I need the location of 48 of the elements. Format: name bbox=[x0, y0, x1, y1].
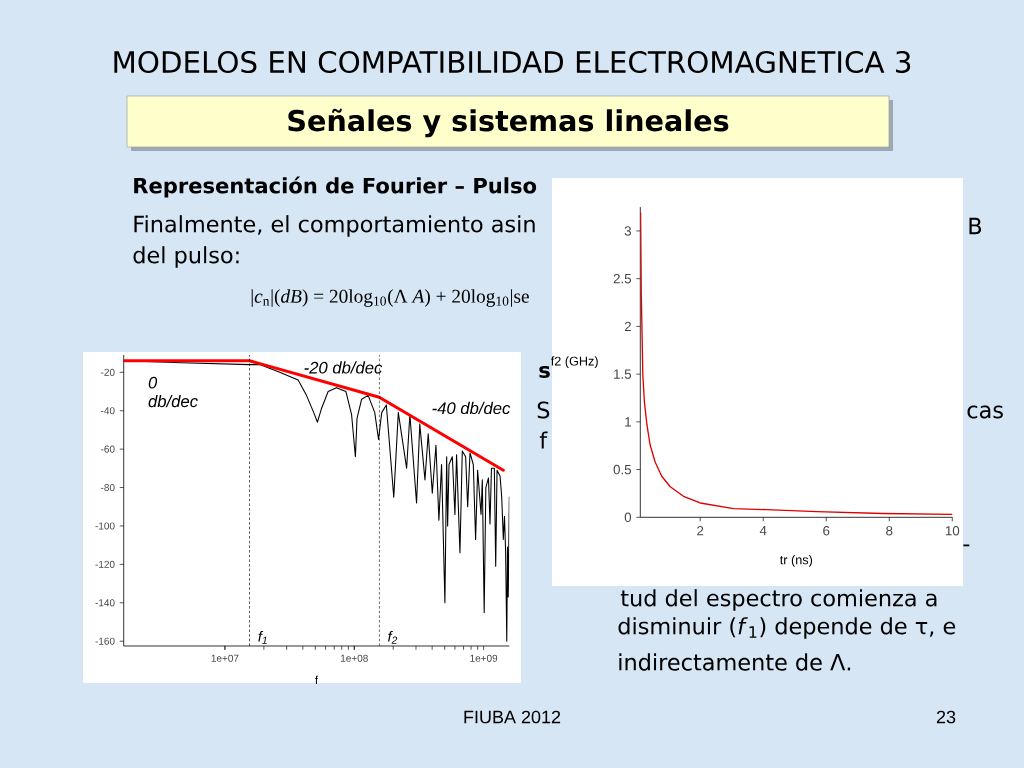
text: |c$_{n}$|(dB) = 20log$_{10}$(Λ A) + 20log$_{10}$|se bbox=[251, 289, 529, 307]
y-tick-label: -160 bbox=[95, 637, 115, 645]
x-tick-label: 4 bbox=[759, 526, 767, 536]
annotation: -20 db/dec bbox=[304, 361, 383, 374]
text: 23 bbox=[936, 710, 956, 724]
x-tick-label: 1e+09 bbox=[470, 654, 498, 662]
y-tick-label: 2 bbox=[624, 321, 631, 332]
y-tick-label: 1 bbox=[625, 417, 631, 427]
x-tick-label: 1e+08 bbox=[340, 654, 368, 662]
text: FIUBA 2012 bbox=[464, 710, 561, 724]
x-axis-title: f bbox=[315, 675, 319, 684]
y-axis-title: f2 (GHz) bbox=[550, 356, 598, 369]
y-tick-label: 1.5 bbox=[614, 369, 632, 379]
y-tick-label: -120 bbox=[95, 560, 115, 568]
ref-line-label: f$_{2}$ bbox=[388, 630, 398, 644]
y-tick-label: 3 bbox=[624, 226, 632, 236]
y-tick-label: 2.5 bbox=[613, 273, 632, 284]
text: - bbox=[963, 544, 970, 547]
x-axis-title: tr (ns) bbox=[779, 555, 813, 567]
x-tick-label: 10 bbox=[945, 526, 960, 536]
y-tick-label: 0 bbox=[624, 512, 632, 523]
text: S bbox=[537, 401, 550, 419]
ref-line-label: f$_{1}$ bbox=[258, 630, 267, 644]
y-tick-label: -100 bbox=[95, 522, 115, 530]
y-tick-label: -140 bbox=[95, 599, 115, 607]
x-tick-label: 1e+07 bbox=[211, 654, 239, 662]
x-tick-label: 2 bbox=[697, 526, 704, 536]
y-tick-label: 0.5 bbox=[613, 464, 632, 475]
annotation: -40 db/dec bbox=[432, 401, 511, 415]
y-tick-label: -40 bbox=[101, 407, 115, 415]
text: s bbox=[539, 365, 550, 379]
text: Representación de Fourier – Pulso bbox=[134, 176, 537, 198]
text: del pulso: bbox=[133, 246, 239, 268]
text: cas bbox=[967, 405, 1003, 419]
text: MODELOS EN COMPATIBILIDAD ELECTROMAGNETICA 3 bbox=[114, 50, 911, 74]
x-tick-label: 6 bbox=[823, 526, 830, 536]
text: disminuir (f$_{1}$) depende de τ, e bbox=[618, 617, 956, 639]
y-tick-label: -60 bbox=[101, 445, 115, 453]
text: tud del espectro comienza a bbox=[620, 589, 937, 611]
text: B bbox=[969, 217, 982, 235]
text: Finalmente, el comportamiento asin bbox=[134, 215, 535, 237]
annotation: 0 db/dec bbox=[148, 376, 198, 408]
y-tick-label: -80 bbox=[101, 483, 115, 492]
y-tick-label: -20 bbox=[101, 368, 115, 376]
x-tick-label: 8 bbox=[886, 526, 893, 536]
text: f bbox=[539, 431, 548, 449]
text: Señales y sistemas lineales bbox=[288, 108, 729, 138]
text: indirectamente de Λ. bbox=[619, 653, 851, 671]
